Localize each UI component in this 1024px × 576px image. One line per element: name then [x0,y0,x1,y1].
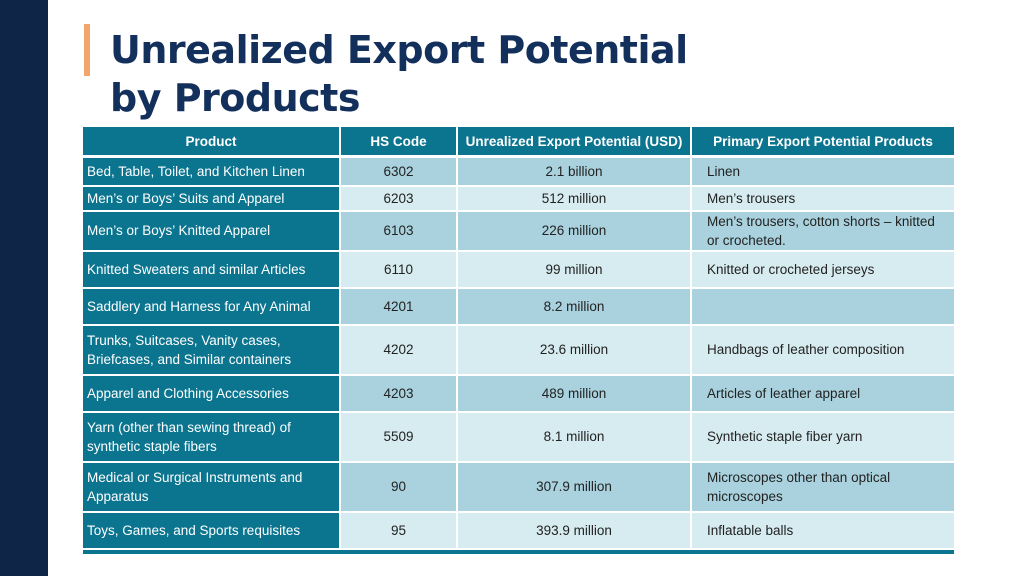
export-potential-table-container: Product HS Code Unrealized Export Potent… [83,127,954,554]
cell-potential: 307.9 million [457,461,692,513]
table-row: Toys, Games, and Sports requisites 95 39… [83,511,954,550]
header-primary-products: Primary Export Potential Products [691,127,954,157]
cell-primary: Knitted or crocheted jerseys [691,250,954,289]
cell-primary: Handbags of leather composition [691,324,954,376]
cell-potential: 226 million [457,210,692,252]
table-row: Medical or Surgical Instruments and Appa… [83,461,954,513]
cell-potential: 512 million [457,185,692,212]
cell-product: Apparel and Clothing Accessories [83,374,341,413]
table-row: Bed, Table, Toilet, and Kitchen Linen 63… [83,156,954,187]
cell-potential: 489 million [457,374,692,413]
cell-product: Men’s or Boys’ Knitted Apparel [83,210,341,252]
cell-primary: Synthetic staple fiber yarn [691,411,954,463]
header-unrealized-potential: Unrealized Export Potential (USD) [457,127,692,157]
cell-primary: Microscopes other than optical microscop… [691,461,954,513]
table-row: Yarn (other than sewing thread) of synth… [83,411,954,463]
table-header-row: Product HS Code Unrealized Export Potent… [83,127,954,157]
export-potential-table: Product HS Code Unrealized Export Potent… [83,127,954,550]
page-title: Unrealized Export Potential by Products [110,28,688,120]
cell-hs-code: 4202 [340,324,458,376]
cell-product: Bed, Table, Toilet, and Kitchen Linen [83,156,341,187]
cell-hs-code: 95 [340,511,458,550]
header-hs-code: HS Code [340,127,458,157]
table-bottom-rule [83,549,954,554]
cell-potential: 99 million [457,250,692,289]
cell-hs-code: 90 [340,461,458,513]
cell-potential: 393.9 million [457,511,692,550]
cell-hs-code: 4201 [340,287,458,326]
table-row: Men’s or Boys’ Knitted Apparel 6103 226 … [83,210,954,252]
table-row: Men’s or Boys’ Suits and Apparel 6203 51… [83,185,954,212]
header-product: Product [83,127,341,157]
cell-primary: Inflatable balls [691,511,954,550]
cell-product: Knitted Sweaters and similar Articles [83,250,341,289]
cell-primary [691,287,954,326]
left-sidebar-band [0,0,48,576]
cell-potential: 8.2 million [457,287,692,326]
cell-product: Saddlery and Harness for Any Animal [83,287,341,326]
cell-potential: 8.1 million [457,411,692,463]
cell-hs-code: 6302 [340,156,458,187]
table-row: Knitted Sweaters and similar Articles 61… [83,250,954,289]
cell-hs-code: 4203 [340,374,458,413]
cell-product: Men’s or Boys’ Suits and Apparel [83,185,341,212]
table-row: Trunks, Suitcases, Vanity cases, Briefca… [83,324,954,376]
table-row: Apparel and Clothing Accessories 4203 48… [83,374,954,413]
cell-product: Toys, Games, and Sports requisites [83,511,341,550]
table-row: Saddlery and Harness for Any Animal 4201… [83,287,954,326]
cell-product: Trunks, Suitcases, Vanity cases, Briefca… [83,324,341,376]
cell-primary: Men’s trousers, cotton shorts – knitted … [691,210,954,252]
title-accent-bar [84,24,90,76]
cell-product: Yarn (other than sewing thread) of synth… [83,411,341,463]
cell-primary: Linen [691,156,954,187]
cell-primary: Men’s trousers [691,185,954,212]
cell-hs-code: 6110 [340,250,458,289]
cell-product: Medical or Surgical Instruments and Appa… [83,461,341,513]
cell-primary: Articles of leather apparel [691,374,954,413]
cell-potential: 2.1 billion [457,156,692,187]
cell-potential: 23.6 million [457,324,692,376]
cell-hs-code: 6203 [340,185,458,212]
cell-hs-code: 5509 [340,411,458,463]
cell-hs-code: 6103 [340,210,458,252]
